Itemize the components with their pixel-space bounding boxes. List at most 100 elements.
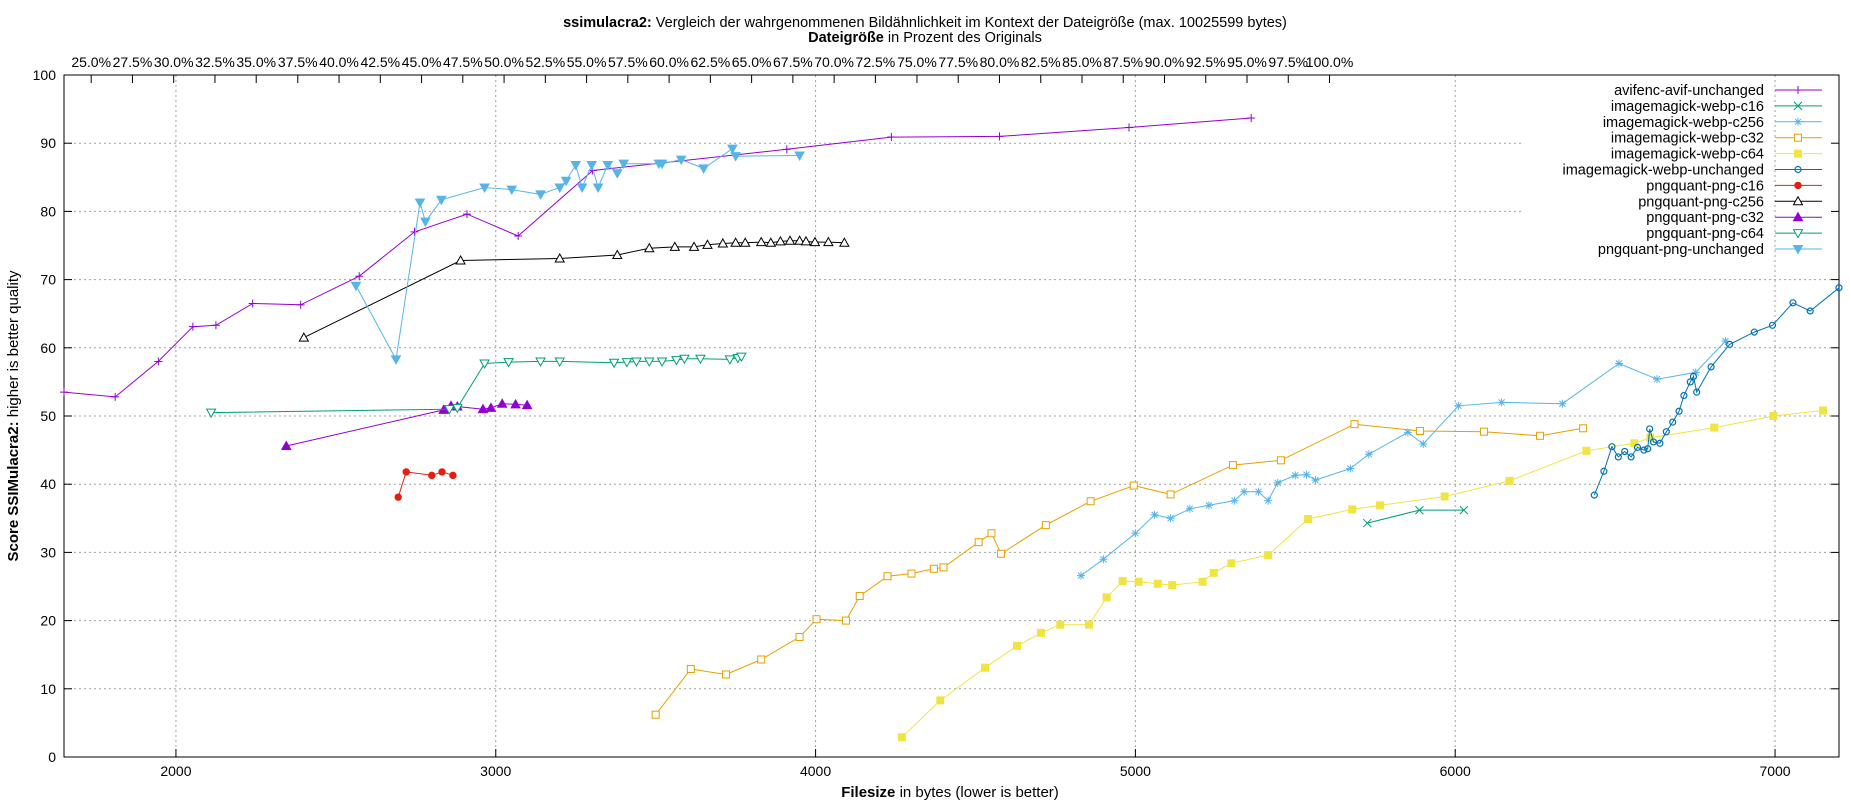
data-point — [390, 355, 402, 365]
data-point — [592, 183, 604, 194]
series-line — [1593, 287, 1840, 496]
data-point — [510, 398, 521, 409]
data-point — [1792, 195, 1804, 206]
x-tick-label: 3000 — [480, 763, 511, 779]
data-point — [1056, 620, 1065, 629]
legend-entry: avifenc-avif-unchanged — [1614, 83, 1822, 99]
data-point — [611, 169, 623, 179]
data-point — [205, 408, 217, 419]
data-point — [1415, 505, 1424, 515]
data-point — [1653, 375, 1662, 384]
data-point — [1198, 577, 1207, 586]
series-pngquant-png-c16 — [394, 468, 457, 501]
legend-label: imagemagick-webp-c16 — [1611, 99, 1764, 115]
data-point — [444, 405, 455, 415]
y-tick-label: 0 — [48, 749, 56, 765]
data-point — [1228, 461, 1237, 470]
grid — [64, 75, 1839, 757]
chart-title: ssimulacra2: Vergleich der wahrgenommene… — [563, 15, 1287, 31]
data-point — [679, 354, 690, 365]
data-point — [1675, 407, 1683, 415]
y-tick-label: 10 — [40, 681, 56, 697]
data-point — [602, 161, 614, 171]
data-point — [1230, 496, 1239, 505]
data-point — [675, 155, 687, 166]
data-point — [643, 242, 655, 253]
data-point — [939, 563, 948, 572]
data-point — [1209, 568, 1218, 577]
data-point — [907, 569, 916, 578]
data-point — [795, 632, 804, 641]
x-tick-label: 5000 — [1120, 763, 1151, 779]
y-tick-label: 50 — [40, 408, 56, 424]
data-point — [1656, 439, 1664, 447]
legend-label: pngquant-png-c16 — [1646, 178, 1764, 194]
x2-tick-label: 45.0% — [402, 54, 442, 70]
y-axis-label: Score SSIMulacra2: higher is better qual… — [5, 270, 22, 561]
y-tick-label: 20 — [40, 613, 56, 629]
legend-label: pngquant-png-unchanged — [1598, 242, 1764, 258]
data-point — [496, 398, 508, 408]
data-point — [1350, 420, 1359, 429]
series-imagemagick-webp-c64 — [897, 406, 1828, 742]
data-point — [394, 493, 402, 501]
data-point — [1085, 620, 1094, 629]
data-point — [974, 538, 983, 547]
x2-tick-label: 55.0% — [567, 54, 607, 70]
data-point — [1129, 481, 1138, 490]
data-point — [521, 399, 533, 410]
data-point — [1131, 529, 1140, 538]
data-point — [1273, 478, 1282, 487]
x2-tick-label: 30.0% — [154, 54, 194, 70]
legend: avifenc-avif-unchangedimagemagick-webp-c… — [1562, 83, 1822, 258]
data-point — [1794, 133, 1802, 142]
data-point — [775, 235, 786, 246]
data-point — [1794, 117, 1802, 126]
data-point — [1416, 427, 1425, 436]
data-point — [809, 236, 821, 247]
data-point — [1794, 86, 1802, 94]
data-point — [1689, 372, 1698, 381]
y-tick-label: 60 — [40, 340, 56, 356]
data-point — [296, 300, 305, 309]
data-point — [897, 733, 906, 742]
data-point — [1558, 399, 1567, 408]
x2-tick-label: 85.0% — [1062, 54, 1102, 70]
data-point — [1440, 492, 1449, 501]
data-point — [1794, 165, 1802, 174]
data-point — [514, 231, 523, 240]
data-point — [1750, 328, 1758, 336]
data-point — [1102, 593, 1111, 602]
legend-entry: imagemagick-webp-c256 — [1603, 115, 1822, 131]
data-point — [586, 161, 598, 171]
data-point — [402, 468, 410, 476]
data-point — [428, 471, 436, 480]
series-pngquant-png-c32 — [280, 398, 533, 451]
data-point — [1768, 321, 1777, 329]
x-tick-label: 7000 — [1759, 763, 1790, 779]
data-point — [1118, 577, 1127, 586]
data-point — [1153, 579, 1162, 588]
data-point — [730, 152, 741, 162]
data-point — [1792, 229, 1804, 239]
series-avifenc-avif-unchanged — [60, 113, 1256, 401]
x2-tick-label: 65.0% — [732, 54, 772, 70]
data-point — [560, 176, 572, 187]
legend-entry: imagemagick-webp-c16 — [1611, 99, 1822, 115]
data-point — [1041, 521, 1050, 530]
x2-tick-label: 47.5% — [443, 54, 483, 70]
data-point — [981, 663, 990, 672]
chart-subtitle: Dateigröße in Prozent des Originals — [808, 30, 1042, 46]
data-point — [485, 402, 497, 412]
data-point — [794, 151, 805, 161]
data-point — [414, 198, 426, 209]
data-point — [1726, 340, 1734, 348]
x2-tick-label: 57.5% — [608, 54, 648, 70]
data-point — [736, 352, 747, 363]
data-point — [1806, 307, 1814, 315]
data-point — [656, 159, 668, 170]
data-point — [1419, 439, 1428, 448]
series-imagemagick-webp-c32 — [651, 420, 1588, 719]
data-point — [449, 471, 457, 480]
data-point — [722, 670, 731, 679]
